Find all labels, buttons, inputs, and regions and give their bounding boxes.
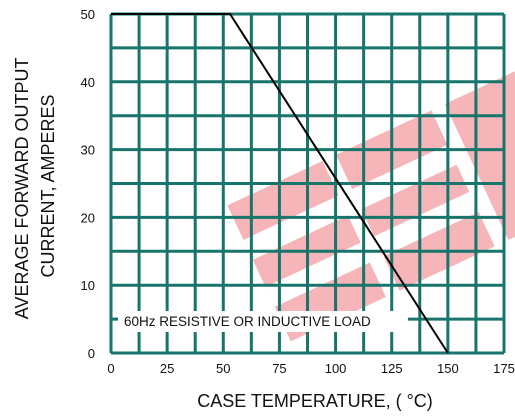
watermark-logo bbox=[227, 70, 515, 342]
y-tick-label: 40 bbox=[81, 75, 95, 90]
x-tick-labels: 0 25 50 75 100 125 150 175 bbox=[107, 361, 514, 376]
x-tick-label: 100 bbox=[325, 361, 347, 376]
annotation-text: 60Hz RESISTIVE OR INDUCTIVE LOAD bbox=[124, 314, 371, 329]
y-tick-labels: 0 10 20 30 40 50 bbox=[81, 7, 95, 361]
series-line bbox=[111, 13, 449, 354]
y-tick-label: 30 bbox=[81, 143, 95, 158]
y-tick-label: 10 bbox=[81, 278, 95, 293]
y-tick-label: 0 bbox=[88, 346, 95, 361]
x-tick-label: 175 bbox=[493, 361, 515, 376]
y-axis-title: AVERAGE FORWARD OUTPUT CURRENT, AMPERES bbox=[12, 53, 58, 319]
x-tick-label: 125 bbox=[381, 361, 403, 376]
annotation-background bbox=[118, 311, 408, 332]
y-axis-title-line-2: CURRENT, AMPERES bbox=[38, 94, 58, 277]
y-tick-label: 20 bbox=[81, 210, 95, 225]
x-tick-label: 50 bbox=[216, 361, 230, 376]
derating-curve bbox=[111, 13, 449, 354]
annotation: 60Hz RESISTIVE OR INDUCTIVE LOAD bbox=[118, 311, 408, 332]
x-tick-label: 150 bbox=[437, 361, 459, 376]
y-tick-label: 50 bbox=[81, 7, 95, 22]
x-tick-label: 75 bbox=[272, 361, 286, 376]
x-tick-label: 0 bbox=[107, 361, 114, 376]
y-axis-title-line-1: AVERAGE FORWARD OUTPUT bbox=[12, 58, 32, 320]
x-axis-title: CASE TEMPERATURE, ( °C) bbox=[197, 391, 433, 411]
x-tick-label: 25 bbox=[160, 361, 174, 376]
grid bbox=[109, 12, 506, 355]
